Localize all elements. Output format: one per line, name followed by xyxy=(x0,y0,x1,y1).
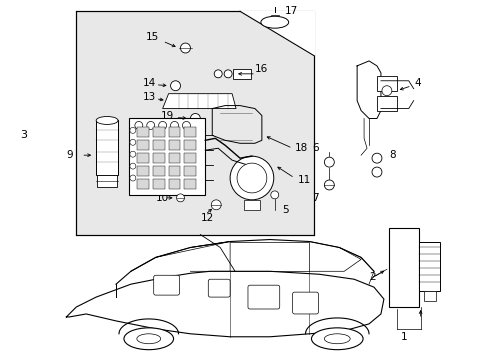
Circle shape xyxy=(170,121,178,129)
Bar xyxy=(137,140,148,150)
Bar xyxy=(152,166,164,176)
Circle shape xyxy=(170,81,180,91)
Ellipse shape xyxy=(324,334,349,344)
Ellipse shape xyxy=(260,16,288,28)
Circle shape xyxy=(130,127,136,133)
Bar xyxy=(376,76,396,91)
Bar xyxy=(76,11,314,235)
Bar xyxy=(96,121,118,175)
Bar xyxy=(184,166,196,176)
Text: 12: 12 xyxy=(200,213,213,223)
Circle shape xyxy=(130,139,136,145)
Bar xyxy=(129,118,205,195)
FancyBboxPatch shape xyxy=(292,292,318,314)
Text: 9: 9 xyxy=(66,150,73,160)
Bar xyxy=(168,140,180,150)
Text: 7: 7 xyxy=(311,193,318,203)
Text: 10: 10 xyxy=(155,193,168,203)
Circle shape xyxy=(135,121,142,129)
Text: 16: 16 xyxy=(254,64,267,74)
Bar xyxy=(152,179,164,189)
Bar xyxy=(137,127,148,137)
Circle shape xyxy=(324,157,334,167)
Circle shape xyxy=(130,175,136,181)
Circle shape xyxy=(381,86,391,96)
Polygon shape xyxy=(163,94,236,109)
Circle shape xyxy=(230,156,273,200)
Circle shape xyxy=(146,121,154,129)
Bar xyxy=(152,140,164,150)
Bar xyxy=(388,228,418,307)
Text: 17: 17 xyxy=(284,6,297,16)
Circle shape xyxy=(214,70,222,78)
Circle shape xyxy=(130,163,136,169)
Bar xyxy=(152,127,164,137)
Bar xyxy=(184,140,196,150)
Text: 13: 13 xyxy=(142,92,156,102)
Text: 1: 1 xyxy=(400,332,406,342)
Text: 5: 5 xyxy=(281,205,288,215)
Text: 19: 19 xyxy=(161,112,174,121)
Ellipse shape xyxy=(311,328,362,350)
Bar xyxy=(168,166,180,176)
Bar xyxy=(168,127,180,137)
Bar xyxy=(376,96,396,111)
Circle shape xyxy=(224,70,232,78)
Bar xyxy=(423,291,435,301)
Bar xyxy=(184,179,196,189)
Circle shape xyxy=(237,163,266,193)
Bar xyxy=(137,179,148,189)
Bar xyxy=(168,179,180,189)
Bar xyxy=(152,153,164,163)
Ellipse shape xyxy=(96,117,118,125)
Circle shape xyxy=(324,180,334,190)
Bar xyxy=(184,127,196,137)
FancyBboxPatch shape xyxy=(247,285,279,309)
Text: 3: 3 xyxy=(20,130,27,140)
Bar xyxy=(137,153,148,163)
Bar xyxy=(137,166,148,176)
Text: 11: 11 xyxy=(297,175,310,185)
Bar xyxy=(184,153,196,163)
Circle shape xyxy=(371,153,381,163)
Circle shape xyxy=(211,200,221,210)
Text: 8: 8 xyxy=(388,150,395,160)
Text: 2: 2 xyxy=(369,272,376,282)
Text: 4: 4 xyxy=(414,78,421,88)
Circle shape xyxy=(176,194,184,202)
FancyBboxPatch shape xyxy=(208,279,230,297)
Bar xyxy=(244,200,259,210)
Circle shape xyxy=(158,121,166,129)
Text: 6: 6 xyxy=(311,143,318,153)
FancyBboxPatch shape xyxy=(153,275,179,295)
Polygon shape xyxy=(240,11,314,56)
Ellipse shape xyxy=(123,328,173,350)
Bar xyxy=(418,242,440,291)
Circle shape xyxy=(270,191,278,199)
Text: 15: 15 xyxy=(146,32,159,42)
Ellipse shape xyxy=(137,334,161,344)
Circle shape xyxy=(371,167,381,177)
Circle shape xyxy=(182,121,190,129)
Text: 18: 18 xyxy=(294,143,307,153)
Circle shape xyxy=(130,151,136,157)
Bar xyxy=(233,69,250,79)
Text: 14: 14 xyxy=(142,78,156,88)
Circle shape xyxy=(180,43,190,53)
Bar xyxy=(97,175,117,187)
Circle shape xyxy=(190,113,200,123)
Bar xyxy=(168,153,180,163)
